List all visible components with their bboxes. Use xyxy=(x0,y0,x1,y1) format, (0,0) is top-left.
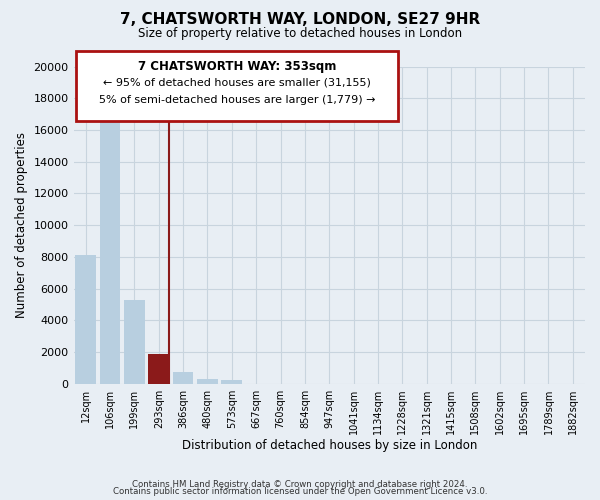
Bar xyxy=(100,122,121,384)
Bar xyxy=(173,372,193,384)
Y-axis label: Number of detached properties: Number of detached properties xyxy=(15,132,28,318)
Bar xyxy=(221,380,242,384)
Bar xyxy=(148,354,169,384)
FancyBboxPatch shape xyxy=(76,51,398,120)
X-axis label: Distribution of detached houses by size in London: Distribution of detached houses by size … xyxy=(182,440,477,452)
Text: 5% of semi-detached houses are larger (1,779) →: 5% of semi-detached houses are larger (1… xyxy=(99,96,376,106)
Bar xyxy=(76,256,96,384)
Text: 7 CHATSWORTH WAY: 353sqm: 7 CHATSWORTH WAY: 353sqm xyxy=(138,60,337,74)
Text: ← 95% of detached houses are smaller (31,155): ← 95% of detached houses are smaller (31… xyxy=(103,78,371,88)
Text: 7, CHATSWORTH WAY, LONDON, SE27 9HR: 7, CHATSWORTH WAY, LONDON, SE27 9HR xyxy=(120,12,480,28)
Text: Contains HM Land Registry data © Crown copyright and database right 2024.: Contains HM Land Registry data © Crown c… xyxy=(132,480,468,489)
Text: Contains public sector information licensed under the Open Government Licence v3: Contains public sector information licen… xyxy=(113,487,487,496)
Bar xyxy=(124,300,145,384)
Bar xyxy=(197,379,218,384)
Text: Size of property relative to detached houses in London: Size of property relative to detached ho… xyxy=(138,28,462,40)
